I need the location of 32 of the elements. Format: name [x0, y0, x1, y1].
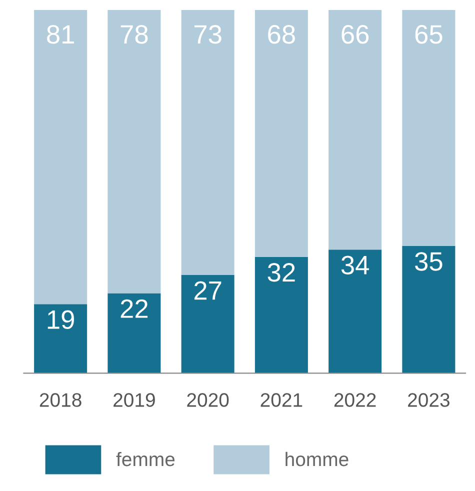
bar [181, 10, 234, 276]
bar [108, 10, 161, 294]
bar [402, 246, 456, 374]
legend-label: homme [286, 452, 348, 466]
bar [34, 304, 88, 374]
data-label: 19 [48, 310, 74, 329]
x-tick-label: 2022 [334, 393, 376, 407]
data-label: 65 [415, 25, 442, 44]
x-tick-label: 2023 [408, 393, 450, 407]
data-label: 27 [194, 281, 222, 300]
x-tick-label: 2018 [40, 393, 82, 407]
data-label: 32 [268, 263, 295, 282]
data-label: 22 [120, 299, 148, 318]
bar [402, 10, 456, 246]
x-tick-label: 2020 [187, 393, 229, 407]
bar [254, 10, 308, 257]
data-label: 34 [341, 256, 369, 274]
x-tick-label: 2019 [114, 393, 155, 407]
data-label: 81 [47, 25, 74, 44]
legend-label: femme [116, 452, 175, 466]
bar [254, 256, 308, 374]
bar [328, 10, 382, 250]
data-label: 35 [415, 252, 442, 271]
data-label: 73 [194, 25, 222, 44]
data-label: 66 [342, 25, 369, 44]
bar [181, 275, 234, 374]
bar [34, 10, 88, 304]
data-label: 78 [120, 25, 148, 44]
bar [328, 250, 382, 374]
x-tick-label: 2021 [260, 393, 302, 407]
data-label: 68 [268, 25, 295, 44]
bar [108, 293, 161, 374]
